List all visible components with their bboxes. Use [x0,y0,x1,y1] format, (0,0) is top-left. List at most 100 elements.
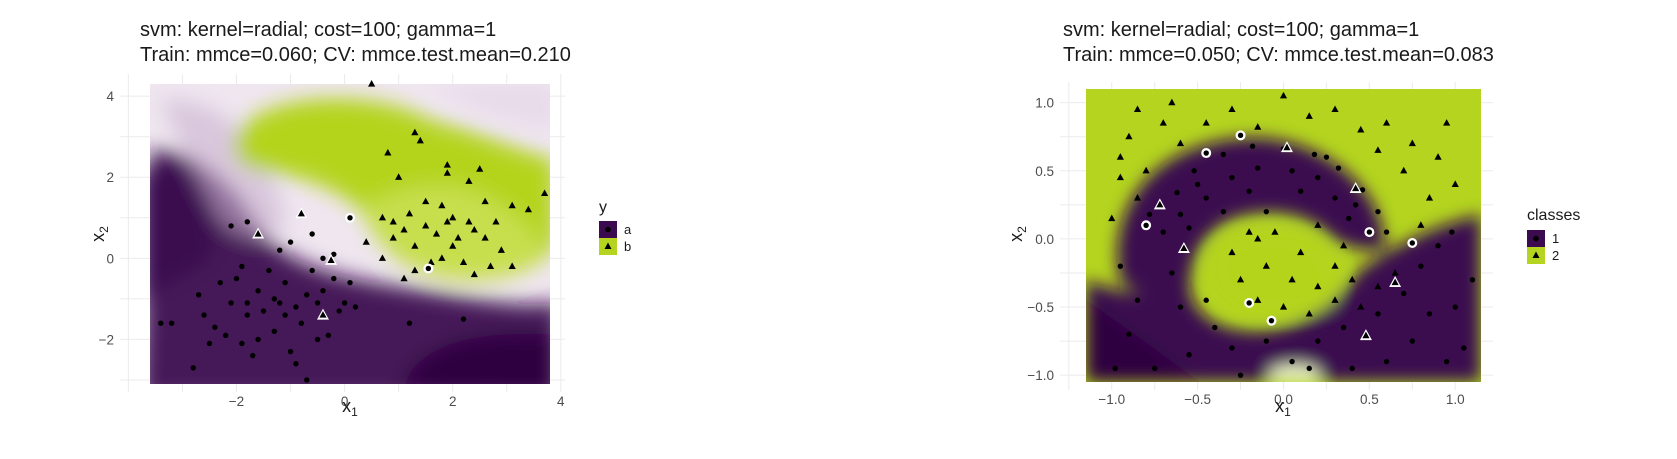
chart-1-point-class-a [314,300,321,306]
chart-1-point-class-a [287,239,294,245]
chart-1-point-class-b [465,217,473,225]
chart-2-legend: classes 1 2 [1527,207,1580,264]
chart-2-point-class-1 [1237,372,1244,378]
chart-1-point-class-b [416,136,424,144]
chart-1-y-axis-label-sub: 2 [97,226,111,233]
chart-1-point-class-a [244,312,250,318]
chart-2-point-class-1 [1401,290,1407,297]
chart-2-misclassified-point [1246,300,1252,306]
chart-2-point-class-2 [1331,296,1339,303]
chart-2-x-ticks: −1.0 −0.5 0.0 0.5 1.0 [1098,392,1464,407]
chart-2-point-class-2 [1305,112,1313,119]
chart-1-x-axis-label-main: x [342,396,351,416]
chart-2-point-class-1 [1186,352,1192,358]
chart-2-point-class-2 [1374,146,1382,153]
chart-1-point-class-b [443,169,451,176]
chart-2-point-class-2 [1108,214,1116,222]
chart-2-point-class-2 [1271,228,1279,235]
chart-1-point-class-a [195,292,202,298]
chart-1-misclassified-point [254,230,262,237]
chart-1-point-class-b [540,189,549,197]
chart-1-legend-marker-b [604,242,612,249]
chart-1-y-tick-label: −2 [99,332,114,347]
chart-1-point-class-a [341,300,348,306]
chart-2-point-class-2 [1314,221,1322,228]
chart-1-legend-title: y [599,199,607,216]
chart-2-point-class-2 [1400,166,1408,174]
chart-2-point-class-2 [1391,268,1399,276]
chart-2-point-class-1 [1246,188,1252,194]
chart-1-point-class-b [486,262,495,270]
chart-2-point-class-1 [1435,243,1441,249]
chart-2-point-class-1 [1249,143,1256,149]
chart-1-point-class-b [470,270,478,278]
chart-1-y-ticks: −2 0 2 4 [99,89,115,347]
chart-2-point-class-2 [1408,139,1416,147]
chart-1-point-class-b [411,242,419,249]
chart-1-point-class-a [320,288,326,294]
chart-2-point-class-2 [1245,228,1253,235]
chart-1-point-class-a [255,336,261,343]
chart-2-point-class-1 [1203,297,1209,303]
chart-1-point-class-a [331,251,337,257]
chart-1-point-class-a [304,292,310,298]
chart-2-point-class-2 [1314,282,1322,290]
chart-2-point-class-2 [1116,153,1124,160]
chart-1-point-class-b [481,197,489,205]
chart-2-point-class-2 [1434,153,1442,160]
chart-1-point-class-b [432,230,441,237]
chart-1-point-class-a [277,247,283,253]
chart-2-point-class-1 [1220,151,1227,158]
chart-1-point-class-a [406,320,413,326]
chart-1-point-class-b [400,274,408,282]
chart-1-decision-surface [150,84,550,384]
chart-1-point-class-a [228,223,234,229]
chart-2-point-class-2 [1417,221,1425,228]
chart-1-y-axis-label: x2 [88,226,111,242]
chart-1-misclassified-point [347,215,353,221]
chart-2-point-class-1 [1134,297,1141,303]
chart-2-point-class-1 [1452,304,1458,310]
chart-2-point-class-1 [1255,165,1261,171]
chart-1-point-class-a [282,312,288,318]
chart-2-point-class-2 [1357,125,1365,133]
chart-1-misclassified-point [297,209,305,217]
chart-1-point-class-a [325,332,332,339]
chart-2-point-class-1 [1160,229,1166,235]
chart-2-point-class-2 [1254,123,1262,130]
chart-1-point-class-b [449,213,457,221]
chart-2-point-class-1 [1229,345,1235,351]
chart-2-point-class-1 [1263,338,1270,344]
chart-2-point-class-1 [1212,324,1218,331]
chart-1-point-class-a [309,231,315,237]
chart-2-point-class-2 [1116,173,1124,181]
chart-2-point-class-1 [1359,187,1366,193]
chart-1-point-class-a [331,275,337,282]
chart-1-point-class-a [244,300,250,306]
chart-2-misclassified-point [1203,150,1209,156]
chart-2-point-class-1 [1311,151,1318,158]
chart-1-point-class-a [277,300,283,306]
chart-1-point-class-b [384,148,392,156]
chart-2-point-class-2 [1357,303,1365,310]
chart-1-point-class-b [508,262,516,270]
chart-2-point-class-2 [1125,132,1133,140]
chart-2-point-class-1 [1383,229,1390,235]
chart-1-point-class-a [206,340,213,347]
chart-2-point-class-1 [1177,304,1184,310]
chart-2-point-class-2 [1159,119,1167,126]
chart-1-point-class-b [492,217,500,225]
chart-1-points [158,80,549,383]
chart-1-point-class-b [389,234,397,241]
chart-2-point-class-2 [1331,105,1339,113]
chart-2-point-class-2 [1142,166,1150,174]
chart-1-point-class-a [282,279,288,286]
chart-2-point-class-1 [1469,277,1476,283]
chart-2-point-class-2 [1340,241,1348,249]
chart-2-point-class-1 [1289,358,1295,365]
chart-1-point-class-a [217,279,223,286]
chart-2-misclassified-point [1268,317,1275,324]
chart-1-point-class-a [239,263,245,270]
chart-2-point-class-1 [1297,188,1304,194]
chart-2-point-class-1 [1220,208,1227,215]
